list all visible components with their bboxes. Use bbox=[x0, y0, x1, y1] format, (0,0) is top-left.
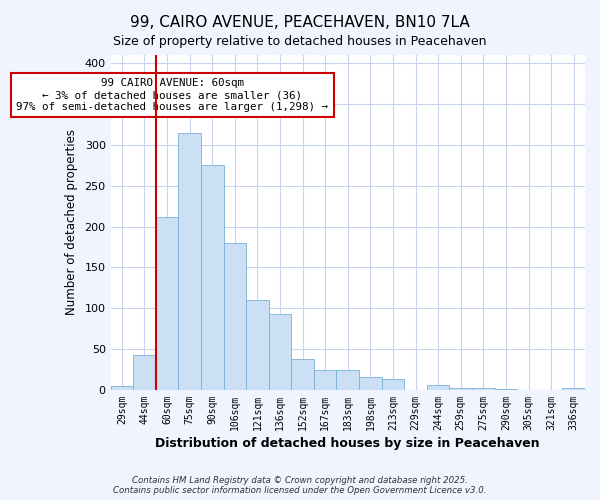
X-axis label: Distribution of detached houses by size in Peacehaven: Distribution of detached houses by size … bbox=[155, 437, 540, 450]
Bar bbox=[359, 377, 382, 390]
Text: 99, CAIRO AVENUE, PEACEHAVEN, BN10 7LA: 99, CAIRO AVENUE, PEACEHAVEN, BN10 7LA bbox=[130, 15, 470, 30]
Text: Size of property relative to detached houses in Peacehaven: Size of property relative to detached ho… bbox=[113, 35, 487, 48]
Bar bbox=[337, 370, 359, 390]
Text: Contains HM Land Registry data © Crown copyright and database right 2025.
Contai: Contains HM Land Registry data © Crown c… bbox=[113, 476, 487, 495]
Bar bbox=[110, 386, 133, 390]
Bar bbox=[246, 300, 269, 390]
Bar bbox=[269, 314, 291, 390]
Bar bbox=[224, 243, 246, 390]
Bar bbox=[449, 388, 472, 390]
Y-axis label: Number of detached properties: Number of detached properties bbox=[65, 130, 77, 316]
Bar bbox=[178, 132, 201, 390]
Bar bbox=[133, 355, 156, 390]
Bar bbox=[562, 388, 585, 390]
Bar bbox=[427, 385, 449, 390]
Text: 99 CAIRO AVENUE: 60sqm
← 3% of detached houses are smaller (36)
97% of semi-deta: 99 CAIRO AVENUE: 60sqm ← 3% of detached … bbox=[16, 78, 328, 112]
Bar bbox=[156, 217, 178, 390]
Bar bbox=[382, 380, 404, 390]
Bar bbox=[201, 166, 224, 390]
Bar bbox=[314, 370, 337, 390]
Bar bbox=[494, 389, 517, 390]
Bar bbox=[291, 359, 314, 390]
Bar bbox=[472, 388, 494, 390]
